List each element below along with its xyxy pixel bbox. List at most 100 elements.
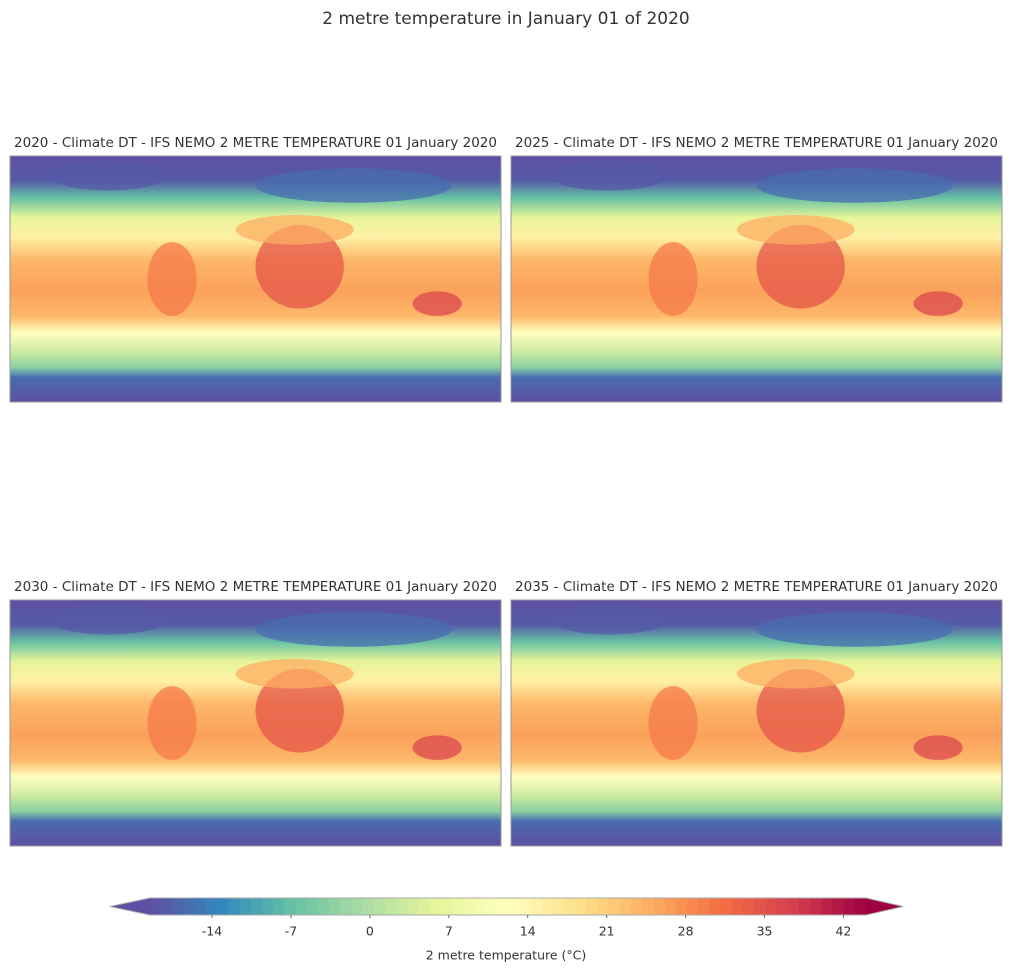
map-frame [9, 155, 502, 403]
colorbar-segment [575, 898, 587, 915]
figure-title: 2 metre temperature in January 01 of 202… [322, 9, 689, 29]
land [147, 242, 197, 316]
colorbar-segment [821, 898, 833, 915]
colorbar-segment [239, 898, 252, 915]
colorbar-segment [452, 898, 464, 915]
land [550, 160, 669, 191]
colorbar-segment [664, 898, 677, 915]
colorbar-tick-label: 0 [366, 924, 374, 939]
panel-title: 2035 - Climate DT - IFS NEMO 2 METRE TEM… [515, 579, 998, 595]
colorbar-extend-low [110, 898, 150, 915]
colorbar-tick-label: 14 [520, 924, 536, 939]
land [756, 224, 845, 309]
colorbar-segment [608, 898, 621, 915]
map-frame [9, 599, 502, 847]
land [147, 686, 197, 760]
colorbar-segment [474, 898, 487, 915]
colorbar-frame [109, 897, 904, 916]
colorbar-segment [284, 898, 296, 915]
colorbar-segment [519, 898, 531, 915]
land [736, 215, 855, 245]
colorbar-segment [295, 898, 308, 915]
colorbar-segment [720, 898, 733, 915]
land [49, 604, 168, 635]
colorbar-segment [731, 898, 744, 915]
colorbar-segment [642, 898, 654, 915]
land [648, 242, 698, 316]
colorbar-segment [172, 898, 185, 915]
land [235, 659, 354, 689]
colorbar-segment [429, 898, 442, 915]
colorbar-segment [619, 898, 632, 915]
colorbar-tick-label: 21 [599, 924, 615, 939]
colorbar-segment [250, 898, 263, 915]
colorbar-segment [183, 898, 196, 915]
land [49, 160, 168, 191]
land [913, 735, 963, 760]
panel-title: 2030 - Climate DT - IFS NEMO 2 METRE TEM… [14, 579, 497, 595]
colorbar-segment [407, 898, 419, 915]
colorbar-segment [709, 898, 722, 915]
land [412, 291, 462, 316]
panel-title: 2020 - Climate DT - IFS NEMO 2 METRE TEM… [14, 135, 497, 151]
colorbar-segment [653, 898, 666, 915]
colorbar-segment [150, 898, 162, 915]
colorbar-tick-label: 35 [757, 924, 773, 939]
colorbar-segment [798, 898, 811, 915]
colorbar-segment [384, 898, 397, 915]
colorbar-segment [832, 898, 845, 915]
land [756, 668, 845, 753]
colorbar-segment [765, 898, 777, 915]
land [235, 215, 354, 245]
map-frame [510, 599, 1003, 847]
colorbar-segment [261, 898, 274, 915]
colorbar-segment [754, 898, 766, 915]
colorbar-segment [306, 898, 319, 915]
colorbar-segment [194, 898, 207, 915]
land [255, 168, 452, 203]
land [648, 686, 698, 760]
colorbar-segment [463, 898, 475, 915]
land [255, 612, 452, 647]
land [255, 224, 344, 309]
colorbar-segment [787, 898, 800, 915]
colorbar-tick-label: -14 [202, 924, 222, 939]
colorbar-tick-label: 28 [678, 924, 694, 939]
colorbar-segment [854, 898, 867, 915]
land [913, 291, 963, 316]
colorbar-segment [698, 898, 710, 915]
colorbar-segment [675, 898, 688, 915]
map-frame [510, 155, 1003, 403]
land [412, 735, 462, 760]
colorbar-segment [396, 898, 408, 915]
colorbar-segment [563, 898, 576, 915]
land [756, 612, 953, 647]
colorbar-segment [340, 898, 352, 915]
colorbar-segment [329, 898, 341, 915]
colorbar-segment [843, 898, 856, 915]
colorbar-segment [541, 898, 554, 915]
colorbar-segment [687, 898, 699, 915]
colorbar-label: 2 metre temperature (°C) [426, 948, 587, 963]
colorbar-tick-label: -7 [285, 924, 297, 939]
colorbar-segment [217, 898, 229, 915]
colorbar-segment [418, 898, 431, 915]
colorbar-segment [586, 898, 598, 915]
colorbar-segment [351, 898, 364, 915]
colorbar-segment [362, 898, 375, 915]
land [756, 168, 953, 203]
colorbar-segment [552, 898, 565, 915]
colorbar-segment [205, 898, 218, 915]
colorbar-segment [742, 898, 755, 915]
colorbar-tick-label: 7 [445, 924, 453, 939]
colorbar-segment [508, 898, 520, 915]
colorbar-tick-label: 42 [835, 924, 851, 939]
colorbar-segment [273, 898, 285, 915]
colorbar-segment [631, 898, 643, 915]
colorbar-segment [317, 898, 330, 915]
colorbar-segment [228, 898, 240, 915]
colorbar-segment [485, 898, 498, 915]
colorbar-segment [530, 898, 543, 915]
colorbar-extend-high [866, 898, 903, 915]
